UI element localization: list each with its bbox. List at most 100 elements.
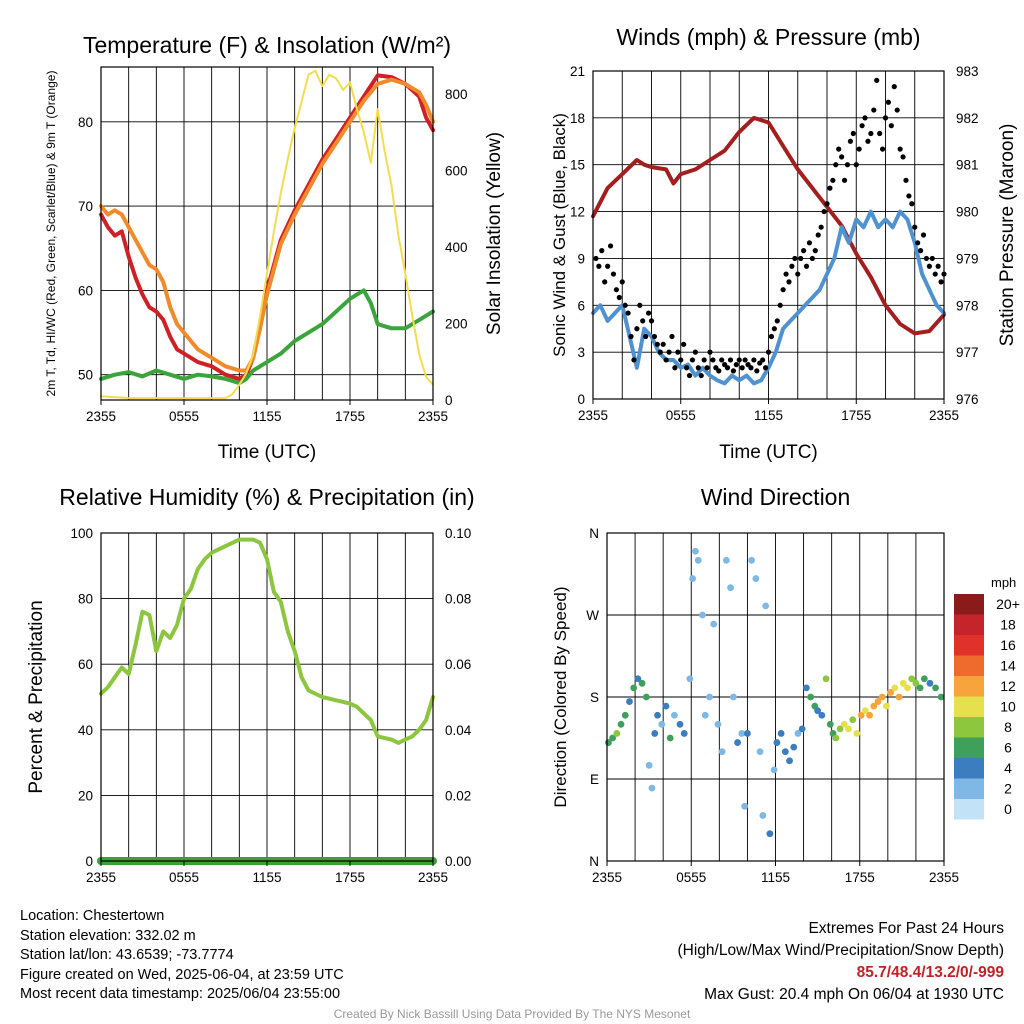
gust-point xyxy=(640,318,646,324)
gust-point xyxy=(897,146,903,152)
gust-point xyxy=(906,193,912,199)
gust-point xyxy=(637,302,643,308)
series-insolation xyxy=(100,69,434,400)
y2-tick-label: 200 xyxy=(445,316,468,331)
gust-point xyxy=(915,240,921,246)
y2-tick-label: 979 xyxy=(956,251,979,266)
credit-text: Created By Nick Bassill Using Data Provi… xyxy=(333,1007,691,1021)
direction-point xyxy=(727,584,734,592)
gust-point xyxy=(762,365,769,371)
legend-label: 16 xyxy=(1000,637,1016,653)
gust-point xyxy=(877,130,883,137)
legend-label: 8 xyxy=(1004,719,1012,735)
y-tick-label: 80 xyxy=(78,115,93,130)
y2-tick-label: 0.06 xyxy=(445,657,471,672)
direction-point xyxy=(866,711,873,719)
legend-label: 2 xyxy=(1004,781,1012,797)
y2-axis-label: Station Pressure (Maroon) xyxy=(997,124,1018,347)
gust-point xyxy=(780,287,786,293)
gust-point xyxy=(593,255,599,262)
gust-point xyxy=(616,294,622,301)
gust-point xyxy=(596,263,602,269)
gust-point xyxy=(660,341,666,347)
y-axis-label: Direction (Colored By Speed) xyxy=(551,586,570,807)
gust-point xyxy=(868,130,874,137)
direction-point xyxy=(741,802,749,810)
direction-point xyxy=(895,693,903,701)
gust-point xyxy=(909,201,915,207)
gust-point xyxy=(812,248,818,254)
direction-point xyxy=(899,679,907,687)
x-tick-label: 1755 xyxy=(335,409,365,424)
direction-point xyxy=(937,693,945,701)
grid xyxy=(100,67,434,400)
direction-point xyxy=(857,711,865,719)
direction-point xyxy=(826,720,834,728)
direction-point xyxy=(853,730,861,737)
direction-point xyxy=(706,693,713,701)
latlon-text: Station lat/lon: 43.6539; -73.7774 xyxy=(20,947,234,964)
direction-point xyxy=(645,761,653,769)
gust-point xyxy=(912,224,918,230)
gust-point xyxy=(885,99,892,105)
x-tick-label: 2355 xyxy=(418,870,448,885)
direction-point xyxy=(689,575,697,582)
chart-panel-1: 2355 0555 1155 1755 235550607080020040060080… xyxy=(44,32,505,463)
elevation-text: Station elevation: 332.02 m xyxy=(20,927,196,944)
x-tick-label: 1755 xyxy=(335,870,365,885)
x-tick-label: 0555 xyxy=(676,870,706,885)
direction-point xyxy=(883,702,890,710)
gust-point xyxy=(599,248,605,254)
legend-label: 12 xyxy=(1000,678,1016,694)
direction-point xyxy=(781,748,789,756)
gust-point xyxy=(833,162,839,168)
chart-panel-4: mph 20+ 18 16 14 12 10 8 6 4 2 0 2355 0555 1155 1755 235… xyxy=(551,484,1020,885)
direction-point xyxy=(666,734,674,742)
series-dewpoint xyxy=(99,288,435,386)
x-tick-label: 2355 xyxy=(929,408,959,423)
y2-tick-label: 980 xyxy=(956,205,979,220)
x-tick-label: 1155 xyxy=(754,408,783,423)
x-tick-label: 1755 xyxy=(845,870,875,885)
direction-point xyxy=(773,739,781,746)
gust-point xyxy=(643,333,649,340)
x-tick-label: 2355 xyxy=(929,870,959,885)
y-tick-label: 40 xyxy=(78,723,93,738)
direction-point xyxy=(818,711,826,719)
direction-point xyxy=(722,556,730,564)
direction-point xyxy=(718,748,726,756)
y2-tick-label: 0 xyxy=(445,393,453,408)
gust-point xyxy=(938,279,944,285)
gust-point xyxy=(900,154,906,160)
legend-swatch xyxy=(954,635,984,656)
direction-point xyxy=(814,707,822,715)
y-tick-label: N xyxy=(589,526,599,541)
y2-tick-label: 978 xyxy=(956,298,979,313)
gust-point xyxy=(678,357,684,363)
gust-point xyxy=(663,357,669,363)
gust-point xyxy=(839,154,845,160)
direction-point xyxy=(912,679,920,687)
gust-point xyxy=(610,271,617,277)
x-tick-label: 0555 xyxy=(169,870,199,885)
y-tick-label: 12 xyxy=(570,205,585,220)
direction-point xyxy=(699,611,706,619)
direction-point xyxy=(849,716,857,724)
gust-point xyxy=(786,279,792,285)
created-text: Figure created on Wed, 2025-06-04, at 23… xyxy=(20,966,344,983)
gust-point xyxy=(865,138,871,144)
gust-point xyxy=(628,333,634,340)
direction-point xyxy=(770,766,778,774)
gust-point xyxy=(675,349,681,355)
y-tick-label: 60 xyxy=(78,657,93,672)
gust-point xyxy=(827,185,833,191)
direction-point xyxy=(609,734,617,742)
gust-point xyxy=(672,365,678,371)
gust-point xyxy=(727,357,734,363)
gust-point xyxy=(605,263,611,269)
y2-tick-label: 983 xyxy=(956,64,979,79)
direction-point xyxy=(904,684,911,692)
gust-point xyxy=(710,357,716,363)
gust-point xyxy=(935,263,941,269)
gust-point xyxy=(818,224,824,230)
